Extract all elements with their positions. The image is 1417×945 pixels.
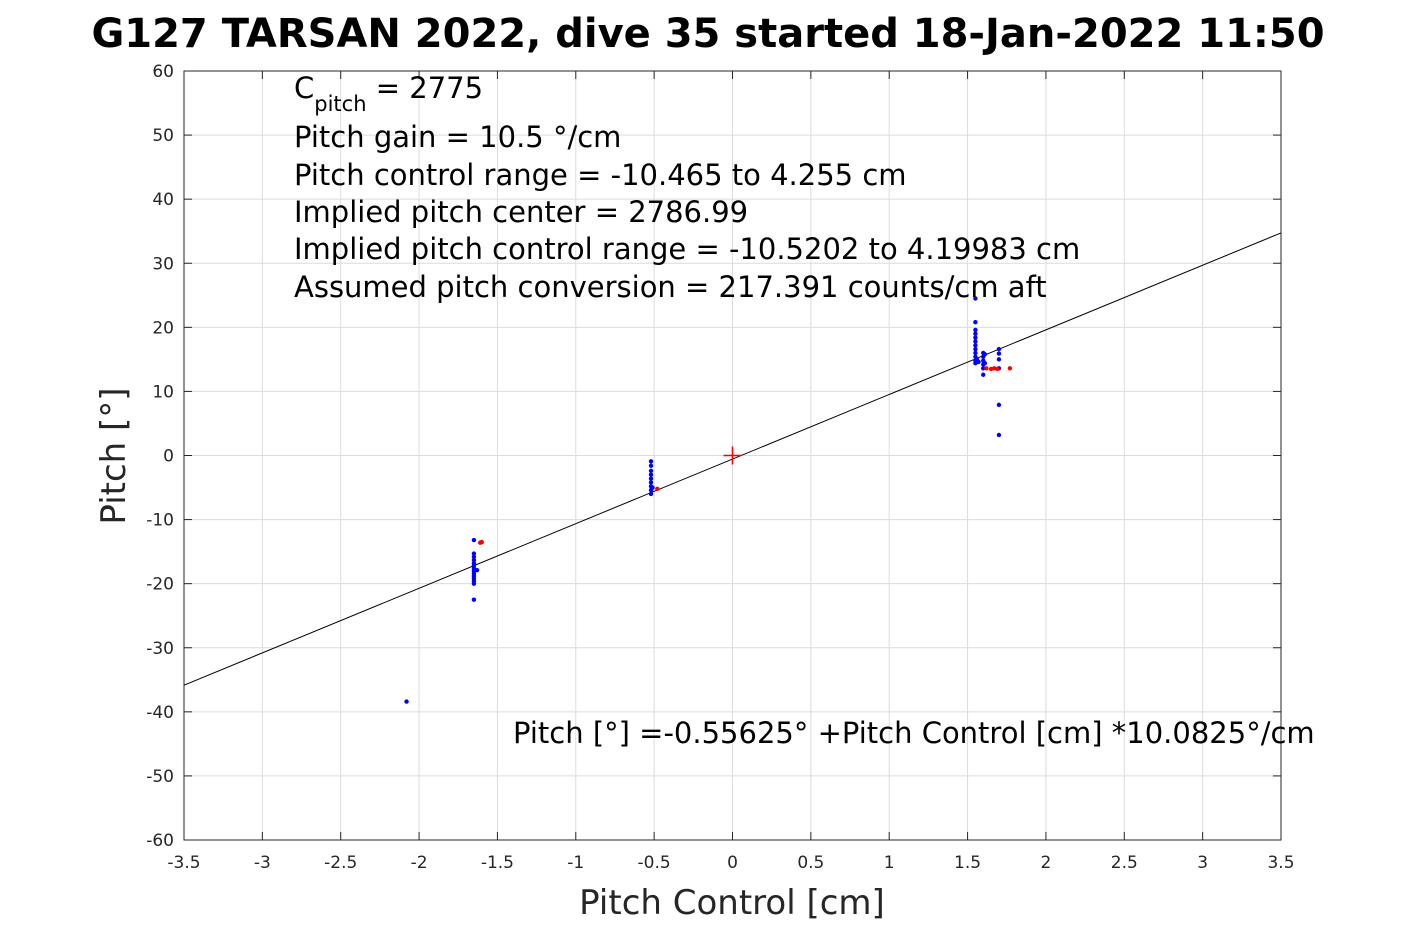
x-tick-label: 2.5 xyxy=(1111,853,1138,873)
data-point xyxy=(648,463,654,468)
y-tick-label: 0 xyxy=(163,447,174,467)
data-point xyxy=(471,581,477,586)
x-tick-label: 1 xyxy=(884,853,895,873)
x-tick-label: 1.5 xyxy=(954,853,981,873)
data-point xyxy=(471,551,477,556)
x-tick-label: -0.5 xyxy=(638,853,671,873)
data-point xyxy=(648,491,654,497)
chart-title: G127 TARSAN 2022, dive 35 started 18-Jan… xyxy=(91,11,1324,57)
grid-lines xyxy=(183,70,1282,841)
x-tick-label: 3 xyxy=(1197,853,1208,873)
y-tick-label: -30 xyxy=(146,639,174,659)
pitch-conversion-annotation: Assumed pitch conversion = 217.391 count… xyxy=(294,270,1047,304)
x-tick-label: 0 xyxy=(727,853,738,873)
y-tick-label: 20 xyxy=(152,318,174,338)
data-point xyxy=(996,432,1002,438)
x-tick-label: 3.5 xyxy=(1267,853,1294,873)
data-point xyxy=(471,597,477,602)
y-tick-labels: -60 -50 -40 -30 -20 -10 0 10 20 30 40 50 60 xyxy=(146,62,174,851)
data-point xyxy=(982,352,988,357)
x-tick-label: -1 xyxy=(567,853,584,873)
data-point xyxy=(984,366,989,371)
data-point xyxy=(973,339,978,344)
fit-equation-annotation: Pitch [°] =-0.55625° +Pitch Control [cm]… xyxy=(513,716,1315,750)
y-tick-label: -60 xyxy=(146,831,174,851)
x-tick-label: -3.5 xyxy=(167,853,200,873)
data-point xyxy=(650,485,655,490)
data-point xyxy=(648,480,654,485)
x-tick-label: -2 xyxy=(411,853,428,873)
data-point xyxy=(973,343,978,348)
data-point xyxy=(1007,366,1013,371)
implied-range-annotation: Implied pitch control range = -10.5202 t… xyxy=(294,232,1080,266)
y-tick-label: 60 xyxy=(152,62,174,82)
y-tick-label: 10 xyxy=(152,382,174,402)
x-tick-label: -1.5 xyxy=(481,853,514,873)
data-point xyxy=(982,361,988,366)
data-point xyxy=(973,346,978,352)
x-tick-labels: -3.5 -3 -2.5 -2 -1.5 -1 -0.5 0 0.5 1 1.5 2 2.5 3 3.5 xyxy=(167,853,1294,873)
x-tick-label: -2.5 xyxy=(324,853,357,873)
implied-pitch-center-annotation: Implied pitch center = 2786.99 xyxy=(294,195,748,229)
x-tick-label: -3 xyxy=(254,853,271,873)
data-point xyxy=(474,568,480,573)
data-point xyxy=(471,537,477,543)
y-tick-label: -50 xyxy=(146,767,174,787)
data-point xyxy=(995,366,1000,372)
data-point xyxy=(471,554,477,559)
pitch-control-range-annotation: Pitch control range = -10.465 to 4.255 c… xyxy=(294,158,907,192)
cpitch-value: = 2775 xyxy=(367,71,484,105)
y-axis-label: Pitch [°] xyxy=(94,387,134,524)
data-point xyxy=(648,459,654,464)
cpitch-subscript: pitch xyxy=(314,92,366,116)
data-point xyxy=(996,402,1002,408)
data-point xyxy=(655,486,660,492)
data-point xyxy=(648,476,654,481)
pitch-gain-annotation: Pitch gain = 10.5 °/cm xyxy=(294,120,621,154)
data-point xyxy=(973,350,978,356)
data-point xyxy=(648,472,654,477)
data-point xyxy=(973,331,978,336)
data-point xyxy=(996,351,1002,356)
data-point xyxy=(981,366,986,371)
y-tick-label: -40 xyxy=(146,703,174,723)
cpitch-annotation: Cpitch = 2775 xyxy=(294,71,483,116)
data-point xyxy=(976,359,981,365)
x-tick-label: 0.5 xyxy=(797,853,824,873)
data-point xyxy=(471,557,477,563)
data-point xyxy=(479,539,484,545)
data-point xyxy=(996,357,1002,362)
data-point xyxy=(404,699,409,704)
y-tick-label: 50 xyxy=(152,126,174,146)
y-tick-label: -10 xyxy=(146,511,174,531)
tick-marks xyxy=(183,70,1282,841)
data-point xyxy=(981,372,986,377)
pitch-center-marker xyxy=(723,446,742,465)
data-point xyxy=(973,335,978,340)
data-points xyxy=(404,296,1013,704)
y-tick-label: 30 xyxy=(152,254,174,274)
cpitch-symbol: C xyxy=(294,71,314,105)
data-point xyxy=(973,296,978,301)
data-point xyxy=(973,327,978,333)
data-point xyxy=(648,468,654,474)
x-axis-label: Pitch Control [cm] xyxy=(579,883,885,923)
data-point xyxy=(996,346,1002,352)
data-point xyxy=(973,320,978,325)
x-tick-label: 2 xyxy=(1041,853,1052,873)
y-tick-label: -20 xyxy=(146,575,174,595)
y-tick-label: 40 xyxy=(152,190,174,210)
